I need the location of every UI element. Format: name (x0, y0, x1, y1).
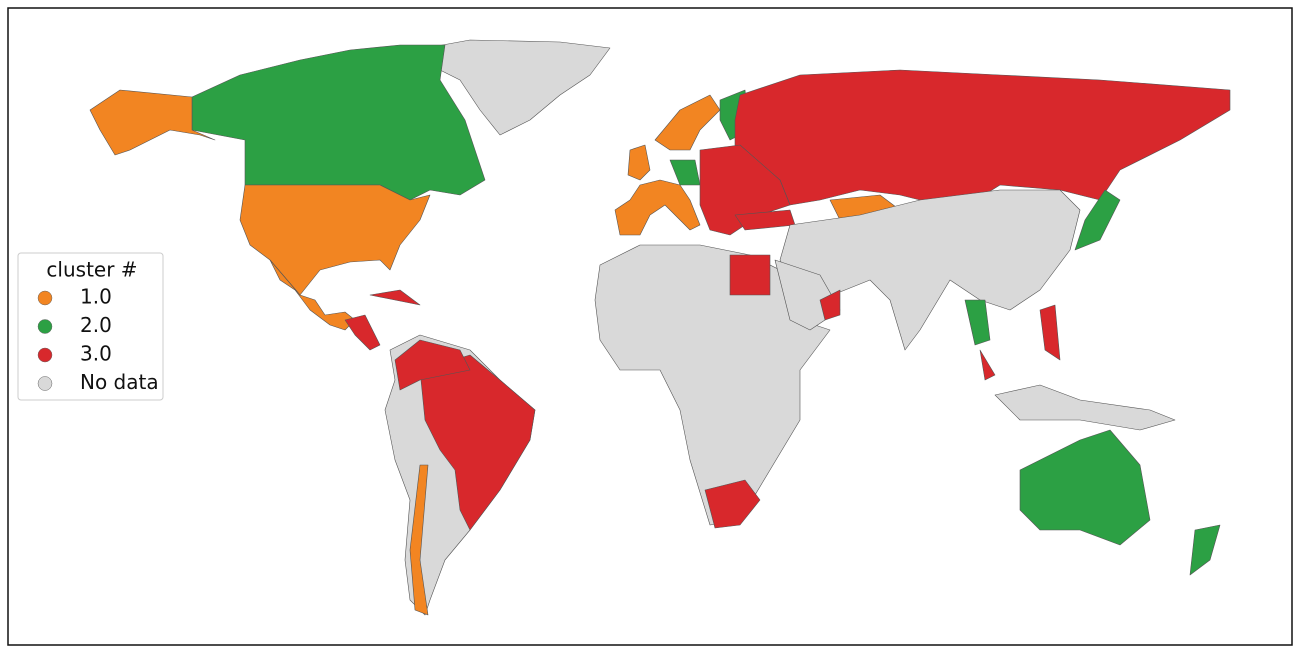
cuba (369, 289, 421, 306)
legend-label: No data (80, 370, 159, 394)
philippines (1039, 304, 1061, 361)
south-africa (704, 479, 761, 529)
legend-marker (37, 347, 53, 363)
legend: cluster # 1.0 2.0 3.0 No data (17, 252, 164, 401)
legend-marker (37, 319, 53, 334)
legend-marker (37, 376, 53, 391)
australia (1019, 429, 1151, 546)
indonesia (994, 384, 1176, 431)
malaysia (979, 349, 996, 381)
scandinavia (654, 94, 721, 151)
chile (409, 464, 429, 616)
thailand (964, 299, 991, 346)
oman (819, 289, 841, 321)
legend-label: 1.0 (80, 285, 112, 309)
legend-box (17, 252, 164, 401)
colombia-venezuela (394, 339, 471, 391)
legend-label: 2.0 (80, 313, 112, 337)
legend-marker (37, 290, 53, 306)
countries (89, 39, 1231, 616)
western-europe (614, 179, 701, 236)
usa (239, 184, 431, 296)
alaska (89, 89, 216, 156)
japan (1074, 189, 1121, 251)
central-america (344, 314, 381, 351)
uk (627, 144, 651, 181)
greenland (414, 39, 611, 136)
legend-title: cluster # (46, 258, 137, 282)
legend-label: 3.0 (80, 342, 112, 366)
brazil (419, 354, 536, 531)
canada (191, 44, 486, 201)
egypt (729, 254, 771, 296)
new-zealand (1189, 524, 1221, 576)
